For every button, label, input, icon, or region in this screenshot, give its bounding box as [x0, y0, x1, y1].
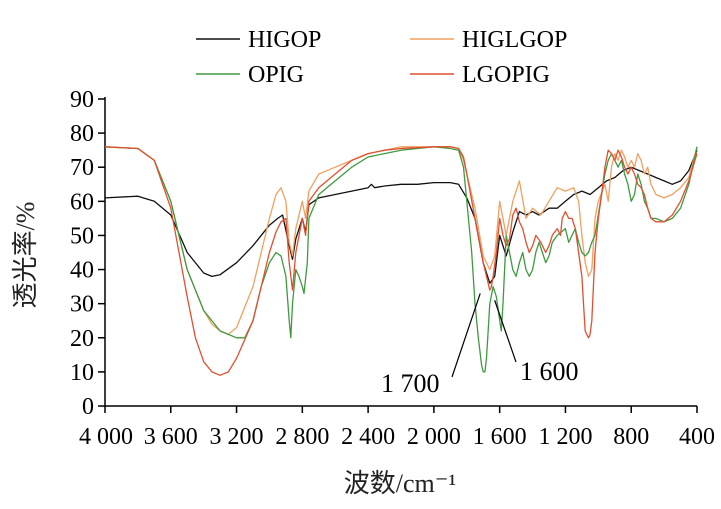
- x-tick-label-2400: 2 400: [341, 424, 395, 450]
- series-line-higlgop: [104, 146, 698, 336]
- y-tick-label-50: 50: [70, 223, 94, 249]
- x-tick-label-3600: 3 600: [144, 424, 198, 450]
- annotation-leader-1600: [494, 300, 517, 363]
- x-tick-label-1600: 1 600: [473, 424, 527, 450]
- y-tick-label-60: 60: [70, 189, 94, 215]
- y-tick-label-70: 70: [70, 155, 94, 181]
- annotation-leader-1700: [451, 293, 481, 378]
- y-tick-label-10: 10: [70, 360, 94, 386]
- series-line-opig: [104, 146, 698, 373]
- x-axis: 4 000 3 600 3 200 2 800 2 400 2 000 1 600 1 200…: [79, 405, 715, 450]
- legend-label-lgopig: LGOPIG: [462, 62, 550, 88]
- series-line-higop: [104, 149, 698, 284]
- legend-label-higop: HIGOP: [248, 27, 321, 53]
- annotation-label-1700: 1 700: [381, 369, 440, 398]
- y-tick-label-0: 0: [82, 394, 94, 420]
- y-tick-label-20: 20: [70, 326, 94, 352]
- legend-label-opig: OPIG: [248, 62, 304, 88]
- annotations: 1 700 1 600: [381, 293, 579, 398]
- x-tick-label-2800: 2 800: [275, 424, 329, 450]
- legend-label-higlgop: HIGLGOP: [462, 27, 567, 53]
- series-line-lgopig: [104, 146, 698, 376]
- x-tick-label-4000: 4 000: [79, 424, 133, 450]
- y-tick-label-80: 80: [70, 121, 94, 147]
- x-tick-label-2000: 2 000: [407, 424, 461, 450]
- plot-area: [104, 146, 698, 376]
- y-tick-label-90: 90: [70, 87, 94, 113]
- y-axis: 0 10 20 30 40 50 60 70 80 90: [70, 87, 106, 420]
- x-tick-label-800: 800: [613, 424, 649, 450]
- x-tick-label-400: 400: [679, 424, 715, 450]
- x-tick-label-3200: 3 200: [210, 424, 264, 450]
- y-axis-title: 透光率/%: [11, 202, 40, 309]
- y-tick-label-40: 40: [70, 258, 94, 284]
- x-tick-label-1200: 1 200: [538, 424, 592, 450]
- legend: HIGOP HIGLGOP OPIG LGOPIG: [196, 27, 567, 88]
- x-axis-title: 波数/cm⁻¹: [344, 469, 457, 498]
- annotation-label-1600: 1 600: [520, 357, 579, 386]
- y-tick-label-30: 30: [70, 292, 94, 318]
